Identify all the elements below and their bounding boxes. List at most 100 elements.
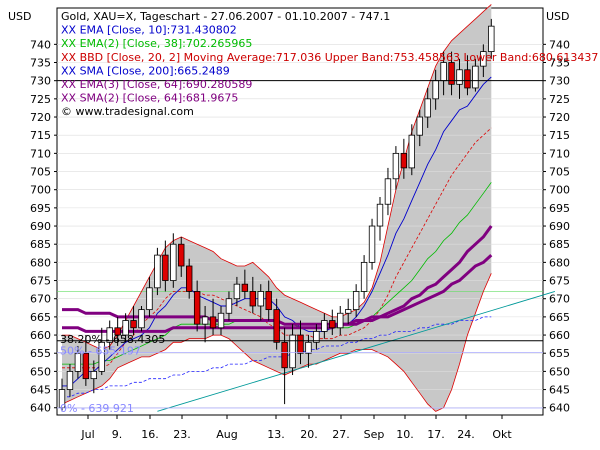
sma200-line	[62, 316, 492, 398]
left-tick-label-675: 675	[30, 275, 51, 288]
candle-body-7	[114, 327, 121, 336]
candle-body-46	[424, 98, 431, 118]
x-tick-label-0: Jul	[80, 428, 94, 441]
candle-body-44	[408, 134, 415, 169]
right-tick-label-740: 740	[549, 38, 570, 51]
candle-body-40	[376, 203, 384, 227]
legend-entry-5: XX EMA(3) [Close, 64]:690.280589	[61, 78, 252, 91]
candle-body-37	[352, 291, 360, 311]
candle-body-47	[432, 80, 439, 100]
candle-body-21	[225, 298, 233, 314]
left-tick-label-645: 645	[30, 384, 51, 397]
left-tick-label-715: 715	[30, 129, 51, 142]
candle-body-9	[130, 320, 137, 329]
candle-body-8	[122, 320, 129, 336]
candle-body-49	[448, 62, 455, 85]
left-tick-label-695: 695	[30, 202, 51, 215]
right-tick-label-655: 655	[549, 347, 570, 360]
candle-body-53	[480, 51, 487, 67]
candle-body-33	[321, 320, 328, 332]
right-tick-label-700: 700	[549, 184, 570, 197]
candle-body-3	[82, 352, 90, 380]
right-tick-label-680: 680	[549, 256, 570, 269]
candle-body-45	[416, 116, 423, 136]
x-tick-label-12: Okt	[492, 428, 512, 441]
x-tick-label-10: 17.	[427, 428, 445, 441]
axes: 640 640 645 645 650 650 655 655 660 660 665 665 670 6…	[8, 10, 570, 441]
bollinger-band-area	[62, 4, 492, 412]
candle-body-35	[337, 312, 344, 329]
right-tick-label-705: 705	[549, 166, 570, 179]
right-tick-label-675: 675	[549, 275, 570, 288]
right-tick-label-720: 720	[549, 111, 570, 124]
left-tick-label-730: 730	[30, 75, 51, 88]
bollinger-fill	[62, 4, 492, 412]
candle-body-27	[273, 309, 280, 343]
x-tick-label-1: 9.	[112, 428, 123, 441]
right-tick-label-730: 730	[549, 75, 570, 88]
candle-body-48	[440, 62, 447, 82]
candle-body-42	[392, 152, 400, 180]
candle-body-38	[360, 261, 368, 292]
candle-body-39	[368, 225, 376, 263]
legend-entry-0: Gold, XAU=X, Tageschart - 27.06.2007 - 0…	[61, 10, 390, 23]
x-tick-label-8: Sep	[364, 428, 385, 441]
left-tick-label-685: 685	[30, 238, 51, 251]
legend-entry-4: XX SMA [Close, 200]:665.2489	[61, 64, 230, 77]
right-tick-label-640: 640	[549, 402, 570, 415]
left-tick-label-725: 725	[30, 93, 51, 106]
candle-body-22	[233, 283, 241, 300]
candle-body-13	[162, 254, 169, 281]
candle-body-43	[400, 152, 408, 169]
right-tick-label-645: 645	[549, 384, 570, 397]
left-tick-label-680: 680	[30, 256, 51, 269]
left-tick-label-650: 650	[30, 365, 51, 378]
left-tick-label-720: 720	[30, 111, 51, 124]
right-tick-label-660: 660	[549, 329, 570, 342]
right-tick-label-735: 735	[549, 57, 570, 70]
left-tick-label-700: 700	[30, 184, 51, 197]
left-tick-label-655: 655	[30, 347, 51, 360]
right-tick-label-710: 710	[549, 147, 570, 160]
fib-382-label: 38.20% - 658.4305	[60, 333, 165, 346]
left-tick-label-740: 740	[30, 38, 51, 51]
fib-100-label: 0% - 639.921	[60, 402, 134, 415]
right-tick-label-665: 665	[549, 311, 570, 324]
right-tick-label-725: 725	[549, 93, 570, 106]
fib-50-label: 50% - 655.197	[60, 345, 141, 358]
x-tick-label-7: 27.	[332, 428, 350, 441]
trendline	[157, 291, 556, 412]
candle-body-23	[241, 283, 249, 292]
x-tick-label-11: 24.	[457, 428, 475, 441]
candle-body-11	[146, 287, 153, 311]
candle-body-50	[456, 69, 463, 85]
candle-body-1	[66, 370, 74, 390]
candle-body-14	[170, 243, 177, 281]
left-axis-unit: USD	[8, 10, 32, 23]
x-tick-label-4: Aug	[216, 428, 237, 441]
candle-body-30	[297, 334, 304, 354]
legend-entry-2: XX EMA(2) [Close, 38]:702.265965	[61, 37, 252, 50]
left-tick-label-735: 735	[30, 57, 51, 70]
candle-body-28	[281, 341, 288, 369]
candle-body-6	[106, 327, 113, 343]
left-tick-label-690: 690	[30, 220, 51, 233]
legend-entry-7: © www.tradesignal.com	[61, 105, 194, 118]
right-axis-unit: USD	[546, 10, 570, 23]
x-tick-label-5: 13.	[267, 428, 285, 441]
bbd-moving-average-line	[62, 127, 492, 369]
candle-body-10	[138, 309, 145, 329]
x-tick-label-3: 23.	[173, 428, 191, 441]
x-tick-label-6: 20.	[300, 428, 318, 441]
right-tick-label-690: 690	[549, 220, 570, 233]
right-tick-label-695: 695	[549, 202, 570, 215]
candle-body-24	[249, 291, 256, 307]
candle-body-2	[74, 352, 82, 372]
legend-entry-1: XX EMA [Close, 10]:731.430802	[61, 24, 237, 37]
candle-body-18	[201, 316, 209, 325]
right-tick-label-670: 670	[549, 293, 570, 306]
candle-body-32	[313, 331, 320, 343]
legend-entry-6: XX SMA(2) [Close, 64]:681.9675	[61, 92, 238, 105]
candle-body-31	[305, 341, 312, 354]
